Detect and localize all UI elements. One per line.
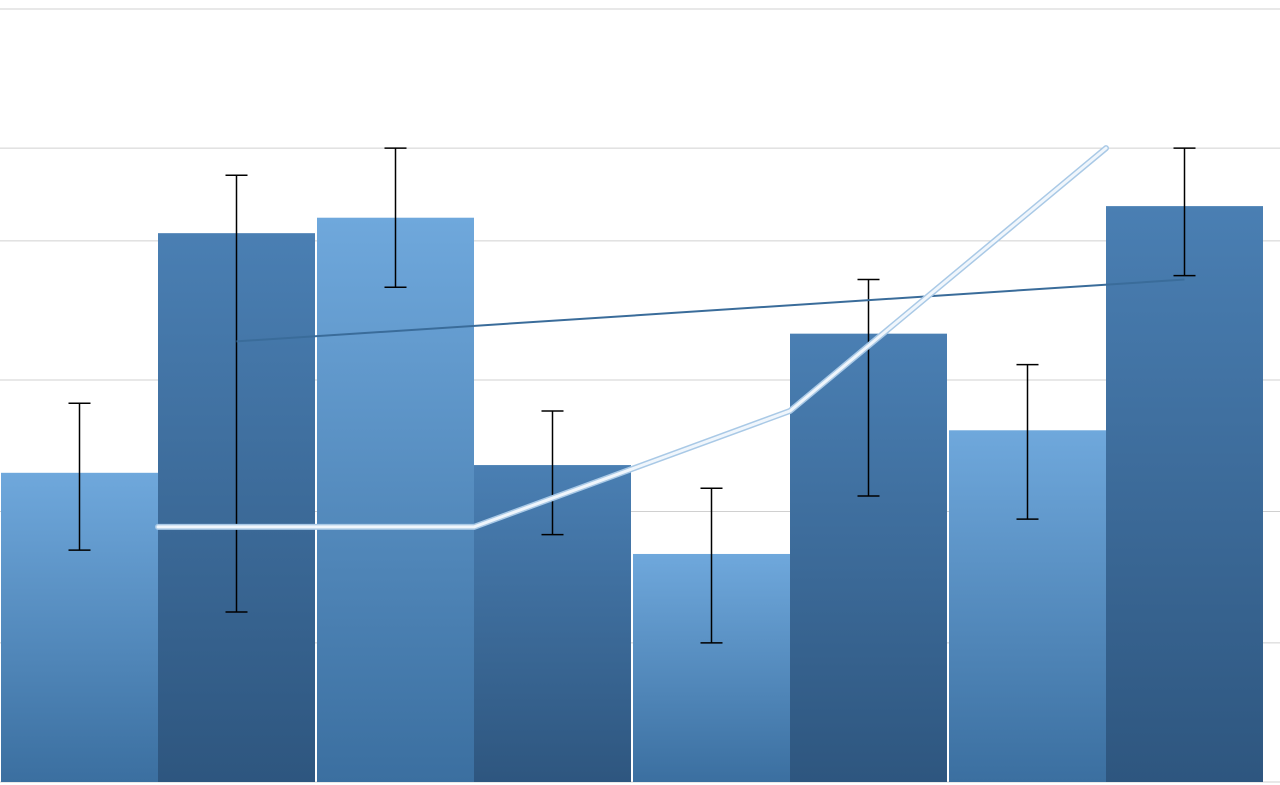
bar-series-b	[1106, 206, 1263, 782]
bar-series-a	[317, 218, 474, 782]
bar-chart	[0, 0, 1280, 785]
